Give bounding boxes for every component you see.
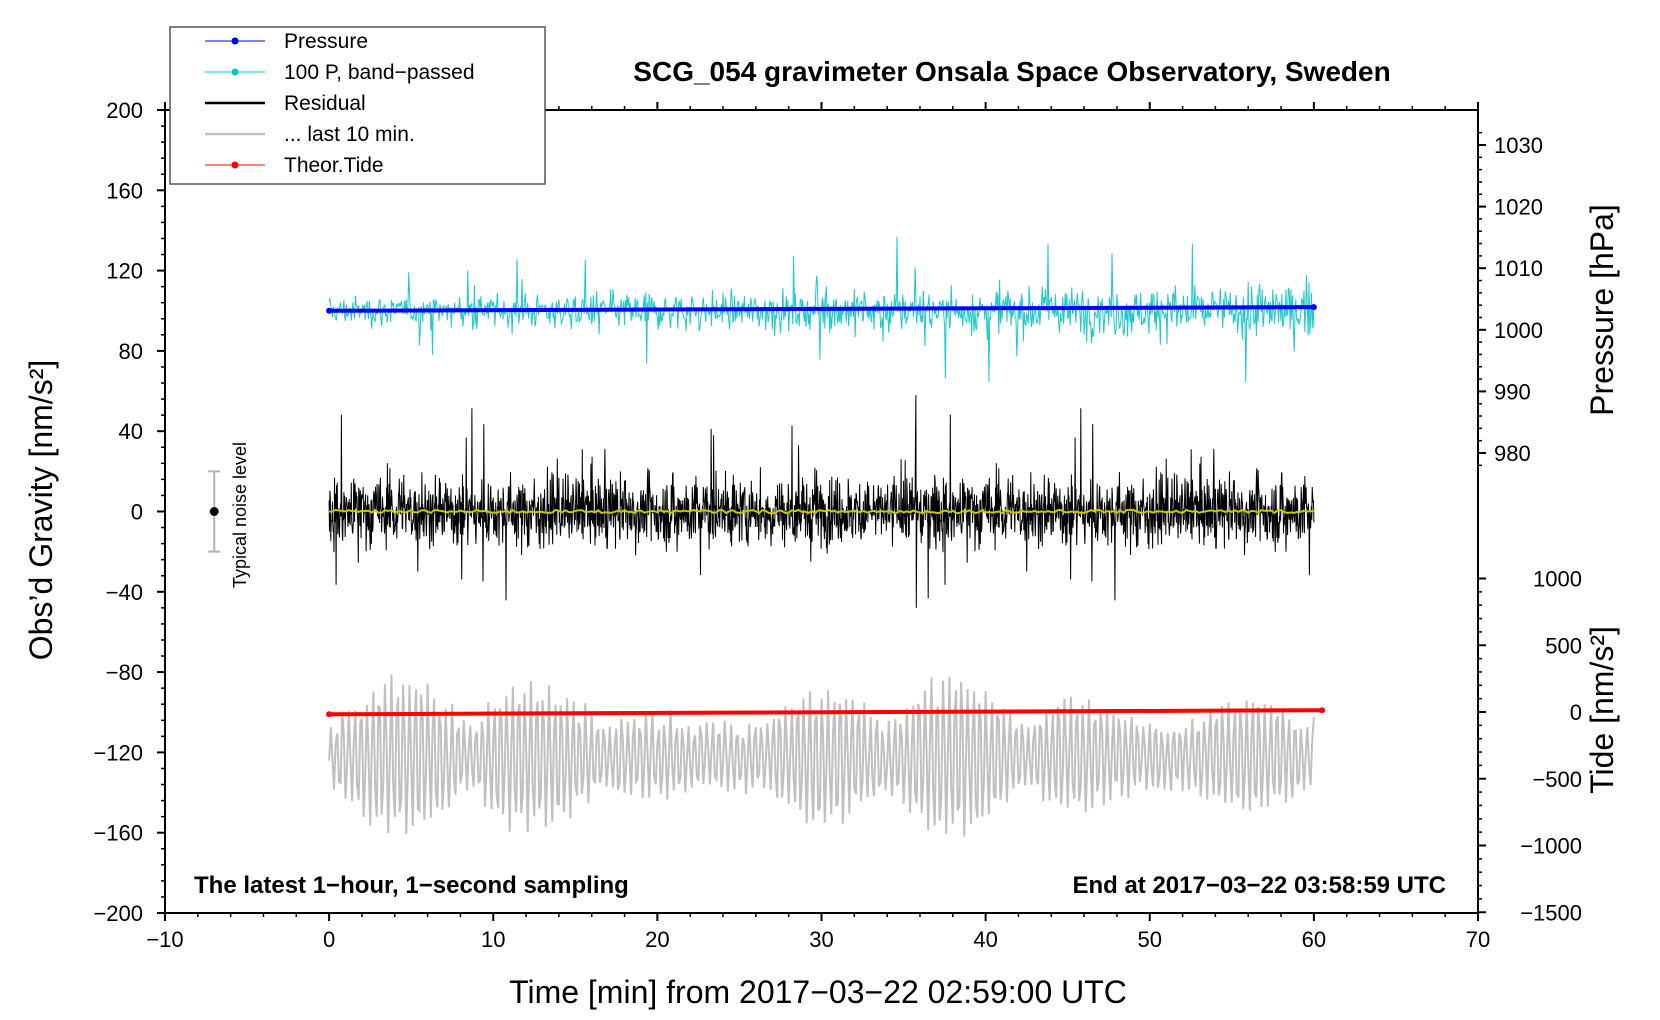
y-tick-label: −40	[106, 580, 143, 605]
x-tick-label: −10	[146, 927, 183, 952]
x-tick-label: 20	[645, 927, 669, 952]
x-tick-label: 30	[809, 927, 833, 952]
x-tick-label: 10	[481, 927, 505, 952]
x-tick-label: 60	[1302, 927, 1326, 952]
axes: −10 0 10 20 30 40 50 60 70−200−160−120−80−400408…	[93, 98, 1582, 952]
tide-end-point	[1319, 707, 1326, 714]
y-tick-label: −120	[93, 740, 143, 765]
y-tick-label: 0	[131, 500, 143, 525]
y-tick-label: 160	[106, 178, 143, 203]
annotation-sampling: The latest 1−hour, 1−second sampling	[194, 872, 629, 899]
legend-label: Theor.Tide	[284, 154, 384, 177]
legend-label: Pressure	[284, 30, 368, 53]
y-tick-label: 120	[106, 259, 143, 284]
legend-box	[169, 26, 546, 185]
legend-label: 100 P, band−passed	[284, 61, 475, 84]
x-tick-label: 40	[973, 927, 997, 952]
pressure-start-point	[326, 307, 333, 314]
y-tick-label: −160	[93, 821, 143, 846]
series-theoretical-tide	[329, 708, 1323, 717]
y-tick-label: −80	[106, 660, 143, 685]
tide-start-point	[326, 711, 333, 718]
legend-label: Residual	[284, 92, 366, 115]
legend-label: ... last 10 min.	[284, 123, 415, 146]
y-tick-label: 80	[119, 339, 143, 364]
pressure-tick-label: 1000	[1494, 318, 1543, 343]
pressure-tick-label: 1020	[1494, 195, 1543, 220]
tide-tick-label: −1000	[1520, 834, 1582, 859]
y-axis-title-tide: Tide [nm/s²]	[1584, 626, 1620, 794]
annotation-end-time: End at 2017−03−22 03:58:59 UTC	[1072, 872, 1446, 899]
x-tick-label: 70	[1466, 927, 1490, 952]
chart-title: SCG_054 gravimeter Onsala Space Observat…	[633, 56, 1390, 87]
pressure-tick-label: 990	[1494, 379, 1531, 404]
series-bandpassed-pressure	[328, 236, 1315, 383]
y-tick-label: 200	[106, 98, 143, 123]
legend-marker	[231, 37, 239, 45]
pressure-end-point	[1310, 304, 1317, 311]
tide-tick-label: −500	[1532, 767, 1582, 792]
plot-area	[208, 236, 1326, 837]
y-axis-title-pressure: Pressure [hPa]	[1584, 204, 1620, 416]
series-last-10-min	[328, 674, 1315, 837]
x-tick-label: 0	[323, 927, 335, 952]
x-axis-title: Time [min] from 2017−03−22 02:59:00 UTC	[509, 974, 1127, 1010]
legend-marker	[231, 161, 239, 169]
series-pressure	[329, 305, 1314, 313]
noise-bar-dot	[209, 507, 219, 516]
tide-tick-label: 500	[1545, 633, 1582, 658]
pressure-tick-label: 980	[1494, 441, 1531, 466]
legend: Pressure 100 P, band−passed Residual ... la…	[169, 26, 546, 185]
noise-level-label: Typical noise level	[230, 442, 250, 588]
legend-marker	[231, 68, 239, 76]
pressure-tick-label: 1010	[1494, 256, 1543, 281]
pressure-tick-label: 1030	[1494, 133, 1543, 158]
series-residual-smoothed	[329, 508, 1315, 515]
y-tick-label: −200	[93, 901, 143, 926]
x-tick-label: 50	[1138, 927, 1162, 952]
y-axis-title-gravity: Obs’d Gravity [nm/s²]	[23, 360, 59, 661]
tide-tick-label: 1000	[1533, 567, 1582, 592]
series-residual	[328, 395, 1315, 608]
y-tick-label: 40	[119, 419, 143, 444]
tide-tick-label: 0	[1570, 700, 1582, 725]
tide-tick-label: −1500	[1520, 900, 1582, 925]
